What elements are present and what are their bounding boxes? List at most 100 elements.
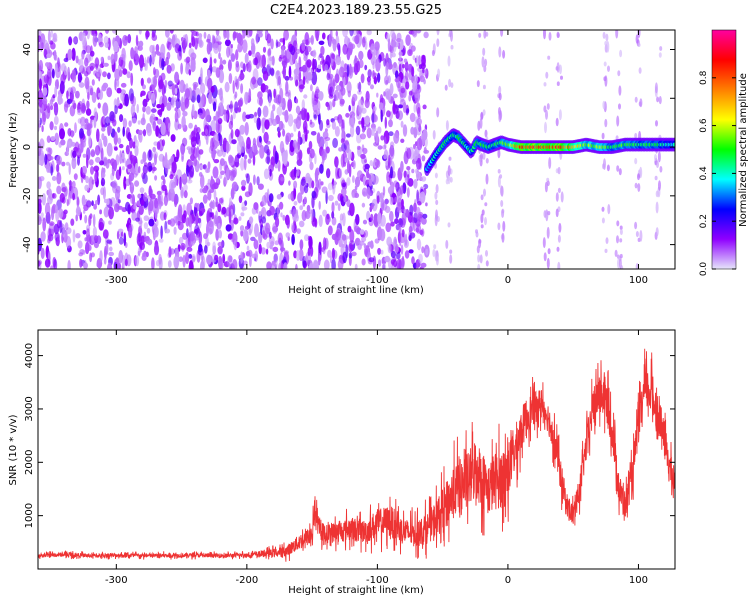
heatmap-cell [415, 206, 421, 219]
heatmap-cell [190, 130, 196, 143]
heatmap-cell [304, 108, 308, 122]
heatmap-cell [410, 45, 416, 52]
heatmap-cell [189, 231, 195, 242]
heatmap-cell [187, 160, 191, 167]
heatmap-cell [166, 51, 171, 60]
heatmap-cell [124, 36, 129, 41]
heatmap-cell [160, 122, 166, 136]
heatmap-cell [334, 200, 339, 206]
heatmap-cell [118, 143, 124, 149]
heatmap-cell [162, 178, 166, 185]
heatmap-cell [376, 72, 381, 83]
heatmap-cell [108, 251, 115, 257]
heatmap-cell [257, 91, 263, 99]
heatmap-cell [388, 131, 394, 137]
heatmap-cell [244, 191, 251, 198]
heatmap-cell [395, 110, 400, 119]
heatmap-cell [68, 163, 71, 176]
heatmap-cell [232, 80, 235, 94]
heatmap-cell [124, 93, 129, 107]
heatmap-cell [142, 173, 148, 185]
heatmap-cell [114, 68, 120, 81]
heatmap-cell [324, 64, 329, 72]
heatmap-cell [239, 124, 246, 135]
heatmap-cell [257, 77, 263, 86]
heatmap-cell [155, 44, 160, 53]
heatmap-cell [145, 30, 150, 38]
heatmap-cell [120, 156, 126, 164]
heatmap-cell [154, 153, 157, 166]
heatmap-cell [342, 251, 348, 264]
heatmap-cell [395, 38, 402, 43]
heatmap-cell [266, 261, 272, 269]
heatmap-cell [396, 251, 401, 260]
heatmap-cell [480, 213, 484, 224]
heatmap-cell [370, 213, 374, 222]
heatmap-cell [556, 81, 560, 86]
heatmap-cell [356, 170, 363, 179]
heatmap-cell [228, 210, 232, 224]
heatmap-cell [475, 231, 479, 238]
heatmap-cell [246, 173, 250, 184]
heatmap-cell [407, 49, 413, 57]
heatmap-cell [55, 164, 60, 172]
heatmap-cell [302, 120, 308, 133]
heatmap-cell [485, 260, 489, 267]
heatmap-cell [394, 245, 399, 253]
heatmap-cell [335, 30, 338, 37]
heatmap-cell [391, 39, 397, 48]
heatmap-cell [269, 244, 273, 250]
heatmap-cell [72, 192, 75, 201]
heatmap-cell [166, 102, 172, 111]
heatmap-cell [182, 110, 188, 117]
heatmap-cell [262, 70, 269, 82]
heatmap-cell [86, 100, 90, 109]
heatmap-cell [261, 125, 265, 134]
heatmap-cell [318, 200, 321, 210]
heatmap-cell [404, 233, 408, 246]
heatmap-cell [112, 119, 117, 127]
heatmap-cell [299, 239, 304, 251]
heatmap-cell [658, 52, 662, 58]
heatmap-cell [418, 114, 421, 120]
heatmap-cell [272, 118, 278, 126]
heatmap-cell [279, 247, 286, 252]
heatmap-cell [654, 154, 657, 162]
heatmap-cell [237, 42, 243, 53]
heatmap-cell [277, 75, 281, 86]
heatmap-cell [213, 182, 219, 190]
heatmap-cell [365, 248, 368, 256]
heatmap-cell [381, 263, 387, 269]
heatmap-cell [161, 139, 166, 147]
heatmap-cell [42, 217, 47, 232]
heatmap-cell [275, 260, 278, 269]
heatmap-cell [38, 143, 42, 157]
heatmap-cell [63, 101, 69, 113]
heatmap-cell [332, 137, 338, 149]
heatmap-cell [322, 209, 327, 217]
heatmap-cell [639, 98, 643, 108]
heatmap-cell [409, 204, 414, 216]
heatmap-cell [655, 120, 658, 127]
heatmap-cell [398, 218, 404, 228]
heatmap-cell [114, 78, 117, 91]
heatmap-cell [354, 35, 360, 45]
heatmap-cell [393, 132, 400, 144]
heatmap-cell [251, 76, 257, 85]
heatmap-cell [206, 42, 211, 55]
heatmap-cell [478, 32, 482, 38]
heatmap-cell [405, 81, 410, 90]
heatmap-cell [363, 230, 369, 238]
heatmap-cell [233, 217, 239, 225]
heatmap-cell [98, 92, 101, 98]
heatmap-cell [654, 82, 658, 94]
heatmap-cell [48, 162, 53, 167]
heatmap-cell [258, 243, 262, 255]
heatmap-cell [188, 69, 192, 76]
heatmap-cell [373, 106, 377, 112]
heatmap-cell [310, 208, 314, 222]
heatmap-cell [366, 210, 371, 221]
heatmap-cell [331, 202, 335, 213]
heatmap-cell [341, 234, 347, 241]
heatmap-cell [138, 205, 144, 216]
